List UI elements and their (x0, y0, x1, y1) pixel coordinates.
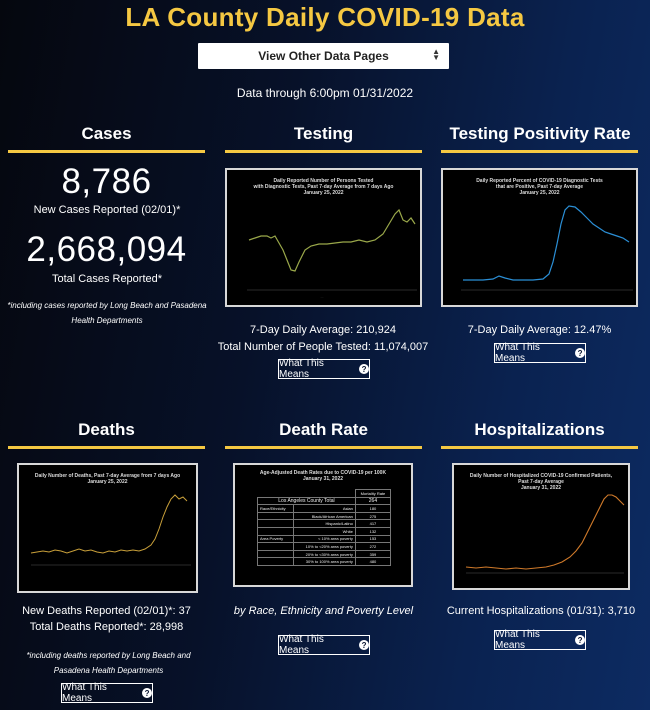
deaths-chart: Daily Number of Deaths, Past 7-day Avera… (17, 463, 198, 593)
question-icon: ? (142, 688, 152, 698)
data-through-text: Data through 6:00pm 01/31/2022 (236, 86, 414, 100)
cases-title: Cases (81, 124, 132, 143)
hospitalizations-chart: Daily Number of Hospitalized COVID-19 Co… (452, 463, 630, 590)
deaths-title: Deaths (78, 420, 135, 439)
deaths-rule (8, 446, 205, 449)
testing-title: Testing (293, 124, 354, 143)
death-rate-row: Area Poverty < 10% area poverty 153 (256, 534, 392, 544)
question-icon: ? (575, 348, 585, 358)
hospitalizations-what-means-button[interactable]: What This Means? (494, 629, 586, 651)
hospitalizations-current: Current Hospitalizations (01/31): 3,710 (446, 605, 636, 617)
positivity-avg: 7-Day Daily Average: 12.47% (467, 324, 612, 336)
death-rate-rule (225, 446, 422, 449)
positivity-rule (441, 150, 638, 153)
cases-footnote: *including cases reported by Long Beach … (7, 301, 207, 325)
death-rate-title: Death Rate (279, 420, 368, 439)
death-rate-row: 10% to <20% area poverty 272 (256, 542, 392, 551)
deaths-what-means-button[interactable]: What This Means? (61, 682, 153, 704)
positivity-chart-title: Daily Reported Percent of COVID-19 Diagn… (476, 178, 603, 196)
death-rate-row: 20% to <30% area poverty 359 (256, 549, 392, 559)
testing-total: Total Number of People Tested: 11,074,00… (217, 341, 429, 353)
total-cases-label: Total Cases Reported* (51, 273, 163, 285)
select-value: View Other Data Pages (258, 49, 389, 63)
deaths-footnote: *including deaths reported by Long Beach… (26, 651, 191, 675)
data-pages-select[interactable]: View Other Data Pages ▲ ▼ (198, 43, 449, 69)
hospitalizations-chart-plot (465, 494, 625, 574)
hospitalizations-rule (441, 446, 638, 449)
positivity-title: Testing Positivity Rate (449, 124, 631, 143)
hospitalizations-chart-title: Daily Number of Hospitalized COVID-19 Co… (469, 473, 613, 491)
positivity-what-means-button[interactable]: What This Means? (494, 342, 586, 364)
testing-rule (225, 150, 422, 153)
testing-chart-plot: ··· (247, 208, 417, 299)
death-rate-table: Mortality Rate Los Angeles County Total 2… (256, 489, 392, 566)
death-rate-row: Black/African American 275 (256, 511, 392, 521)
question-icon: ? (575, 635, 585, 645)
deaths-chart-plot (30, 494, 191, 577)
testing-legend: ··· (321, 295, 324, 299)
death-rate-row: 30% to 100% area poverty 480 (256, 557, 392, 566)
cases-rule (8, 150, 205, 153)
page-title: LA County Daily COVID-19 Data (125, 2, 525, 32)
new-cases-label: New Cases Reported (02/01)* (33, 204, 181, 216)
deaths-chart-title: Daily Number of Deaths, Past 7-day Avera… (34, 473, 181, 485)
hospitalizations-title: Hospitalizations (474, 420, 605, 439)
deaths-total: Total Deaths Reported*: 28,998 (29, 621, 184, 633)
death-rate-row: Race/Ethnicity Asian 180 (256, 504, 392, 513)
positivity-chart-plot (461, 205, 633, 291)
testing-chart: Daily Reported Number of Persons Tested … (225, 168, 422, 307)
death-rate-chart-title: Age-Adjusted Death Rates due to COVID-19… (259, 470, 387, 482)
testing-chart-title: Daily Reported Number of Persons Tested … (253, 178, 394, 196)
question-icon: ? (359, 364, 369, 374)
select-arrows-icon: ▲ ▼ (432, 47, 440, 62)
death-rate-row: White 132 (256, 526, 392, 536)
new-cases-number: 8,786 (61, 162, 152, 201)
positivity-chart: Daily Reported Percent of COVID-19 Diagn… (441, 168, 638, 307)
testing-avg: 7-Day Daily Average: 210,924 (250, 324, 396, 336)
question-icon: ? (359, 640, 369, 650)
death-rate-caption: by Race, Ethnicity and Poverty Level (233, 605, 414, 617)
death-rate-what-means-button[interactable]: What This Means? (278, 634, 370, 656)
testing-what-means-button[interactable]: What This Means? (278, 358, 370, 380)
total-cases-number: 2,668,094 (26, 230, 187, 269)
deaths-axis-labels (31, 569, 191, 577)
death-rate-chart: Age-Adjusted Death Rates due to COVID-19… (233, 463, 413, 587)
deaths-new: New Deaths Reported (02/01)*: 37 (22, 605, 191, 617)
death-rate-row: Hispanic/Latino 417 (256, 519, 392, 528)
